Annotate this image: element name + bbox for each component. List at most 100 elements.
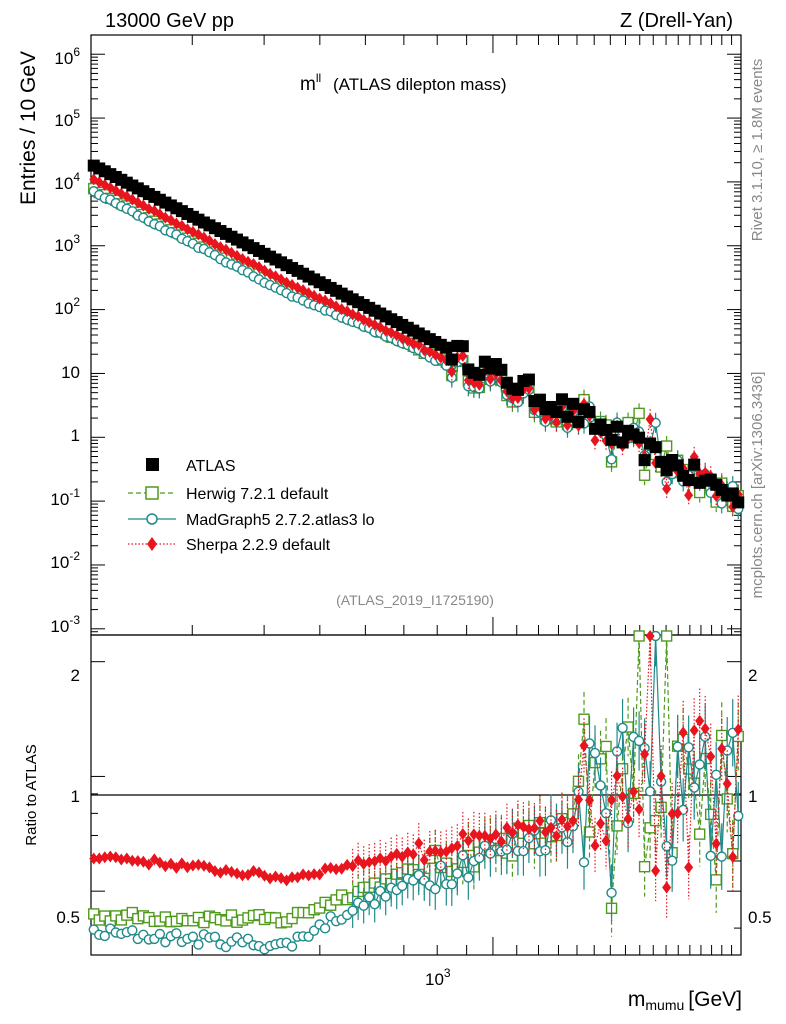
y-tick-label-1e-1: 10-1 (50, 486, 80, 509)
madgraph-ratio-point (733, 810, 744, 822)
main-y-tick-labels: 106 105 104 103 102 10 1 10-1 10-2 10-3 (50, 45, 80, 636)
sherpa-ratio-point (133, 854, 143, 867)
sherpa-ratio-point (364, 855, 374, 868)
madgraph-ratio-point (518, 845, 529, 857)
ratio-tick-0.5-right: 0.5 (748, 908, 772, 927)
sherpa-ratio-point (574, 793, 583, 806)
x-tick-label-1000: 103 (425, 966, 451, 989)
atlas-point (550, 406, 563, 419)
legend-label-sherpa: Sherpa 2.2.9 default (186, 537, 331, 554)
atlas-point (671, 459, 684, 472)
sherpa-ratio-point (188, 859, 198, 872)
header-right: Z (Drell-Yan) (620, 10, 733, 32)
sherpa-ratio-point (237, 869, 247, 882)
legend-label-herwig: Herwig 7.2.1 default (186, 486, 329, 503)
madgraph-ratio-point (644, 786, 656, 797)
atlas-point (682, 474, 695, 487)
legend: ATLAS Herwig 7.2.1 default MadGraph5 2.7… (128, 458, 375, 554)
madgraph-ratio-point (430, 883, 441, 895)
sherpa-ratio-point (623, 812, 633, 825)
sherpa-ratio-point (728, 850, 738, 863)
sherpa-ratio-line (93, 635, 739, 888)
sherpa-main-point (408, 337, 418, 350)
madgraph-ratio-point (99, 930, 110, 942)
sherpa-ratio-point (414, 837, 424, 850)
madgraph-ratio-point (286, 941, 298, 952)
herwig-main-point (633, 407, 645, 420)
madgraph-ratio-point (474, 852, 485, 864)
atlas-point (440, 341, 453, 354)
sherpa-ratio-point (304, 869, 314, 882)
atlas-point (522, 373, 535, 386)
herwig-main-point (638, 469, 651, 481)
y-tick-label-10: 10 (61, 363, 80, 382)
sherpa-ratio-point (535, 814, 545, 827)
atlas-point (616, 436, 629, 449)
sherpa-main-point (458, 349, 468, 362)
herwig-ratio-point (600, 740, 612, 753)
madgraph-ratio-point (347, 905, 358, 916)
sherpa-ratio-point (419, 853, 429, 866)
sherpa-ratio-point (645, 630, 655, 642)
sherpa-ratio-point (706, 750, 716, 763)
ratio-axis-label: Ratio to ATLAS (23, 744, 40, 845)
ratio-tick-1-right: 1 (748, 787, 757, 806)
madgraph-ratio-point (435, 860, 446, 871)
madgraph-ratio-point (463, 872, 474, 883)
sherpa-main-point (662, 482, 672, 495)
ratio-tick-2-right: 2 (748, 666, 757, 685)
sherpa-ratio-point (463, 834, 473, 847)
sherpa-ratio-point (309, 868, 319, 881)
sherpa-ratio-point (458, 827, 468, 840)
herwig-ratio-point (638, 860, 651, 873)
sherpa-ratio-point (474, 829, 484, 842)
herwig-ratio-point (693, 828, 706, 840)
plot-title-text: (ATLAS dilepton mass) (333, 75, 507, 94)
y-axis-label: Entries / 10 GeV (17, 51, 40, 205)
madgraph-ratio-point (369, 899, 380, 910)
madgraph-ratio-point (452, 868, 463, 879)
sherpa-ratio-point (524, 823, 534, 836)
legend-marker-sherpa (147, 537, 157, 551)
sherpa-main-point (485, 372, 495, 385)
sherpa-ratio-point (656, 770, 666, 783)
y-tick-label-1e4: 104 (54, 170, 80, 193)
atlas-point (660, 464, 673, 477)
madgraph-ratio-point (319, 923, 331, 934)
sherpa-main-point (474, 378, 484, 391)
sherpa-main-point (551, 416, 561, 429)
atlas-point (566, 397, 579, 410)
sherpa-ratio-point (662, 881, 672, 894)
sherpa-ratio-point (601, 834, 611, 847)
madgraph-ratio-point (209, 931, 221, 943)
sherpa-main-point (684, 489, 694, 502)
sherpa-ratio-point (568, 814, 578, 827)
madgraph-ratio-point (617, 722, 628, 734)
madgraph-ratio-point (154, 928, 166, 940)
sherpa-ratio-point (711, 837, 721, 850)
madgraph-ratio-point (397, 880, 408, 892)
ratio-tick-2: 2 (71, 666, 80, 685)
y-tick-label-1e6: 106 (54, 45, 80, 68)
atlas-point (649, 441, 662, 454)
herwig-ratio-point (721, 793, 733, 805)
y-tick-label-1: 1 (71, 426, 80, 445)
madgraph-ratio-point (661, 840, 672, 852)
x-axis-label: mmumu [GeV] (628, 988, 742, 1013)
sherpa-ratio-point (673, 807, 683, 820)
sherpa-ratio-point (585, 794, 595, 807)
sherpa-ratio-point (315, 868, 325, 881)
sherpa-ratio-point (287, 871, 297, 884)
madgraph-ratio-point (380, 891, 391, 902)
madgraph-ratio-point (127, 925, 138, 936)
analysis-id: (ATLAS_2019_I1725190) (336, 592, 494, 608)
sherpa-ratio-point (557, 813, 567, 826)
atlas-point (732, 496, 745, 509)
legend-label-atlas: ATLAS (186, 458, 236, 475)
atlas-point (445, 353, 458, 366)
sherpa-ratio-point (700, 722, 710, 735)
sherpa-ratio-point (618, 790, 628, 803)
sherpa-ratio-point (551, 830, 561, 843)
sherpa-ratio-point (590, 839, 600, 852)
sherpa-main-point (645, 413, 655, 426)
